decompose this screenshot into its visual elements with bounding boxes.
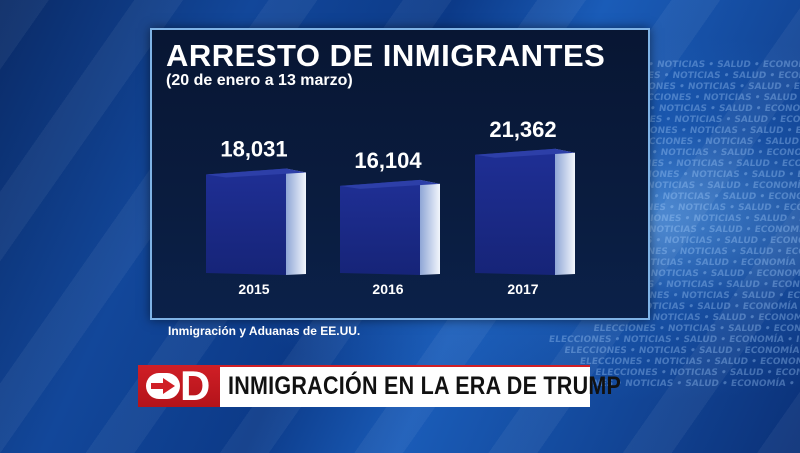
- category-label-2016: 2016: [372, 281, 403, 297]
- bar-side-2016: [420, 180, 440, 275]
- category-label-2017: 2017: [507, 281, 538, 297]
- bar-side-2015: [286, 168, 306, 275]
- value-label-2016: 16,104: [354, 148, 422, 173]
- bar-side-2017: [555, 149, 575, 275]
- logo-letter: D: [180, 362, 210, 410]
- bar-front-2015: [206, 168, 286, 275]
- chart-source: Inmigración y Aduanas de EE.UU.: [168, 324, 360, 338]
- value-label-2015: 18,031: [220, 136, 287, 161]
- lower-third-banner: D INMIGRACIÓN EN LA ERA DE TRUMP: [138, 365, 590, 407]
- value-label-2017: 21,362: [489, 117, 556, 142]
- category-label-2015: 2015: [238, 281, 269, 297]
- bar-chart: 18,031 2015 16,104 2016 21,362 2017: [150, 28, 650, 320]
- bar-front-2016: [340, 180, 420, 275]
- bar-2015: [206, 168, 306, 275]
- arrow-right-icon: [146, 373, 180, 399]
- bar-2016: [340, 180, 440, 275]
- bar-2017: [475, 149, 575, 275]
- bar-front-2017: [475, 149, 555, 275]
- network-logo: D: [138, 365, 220, 407]
- headline-box: INMIGRACIÓN EN LA ERA DE TRUMP: [220, 365, 590, 407]
- headline-text: INMIGRACIÓN EN LA ERA DE TRUMP: [228, 372, 621, 401]
